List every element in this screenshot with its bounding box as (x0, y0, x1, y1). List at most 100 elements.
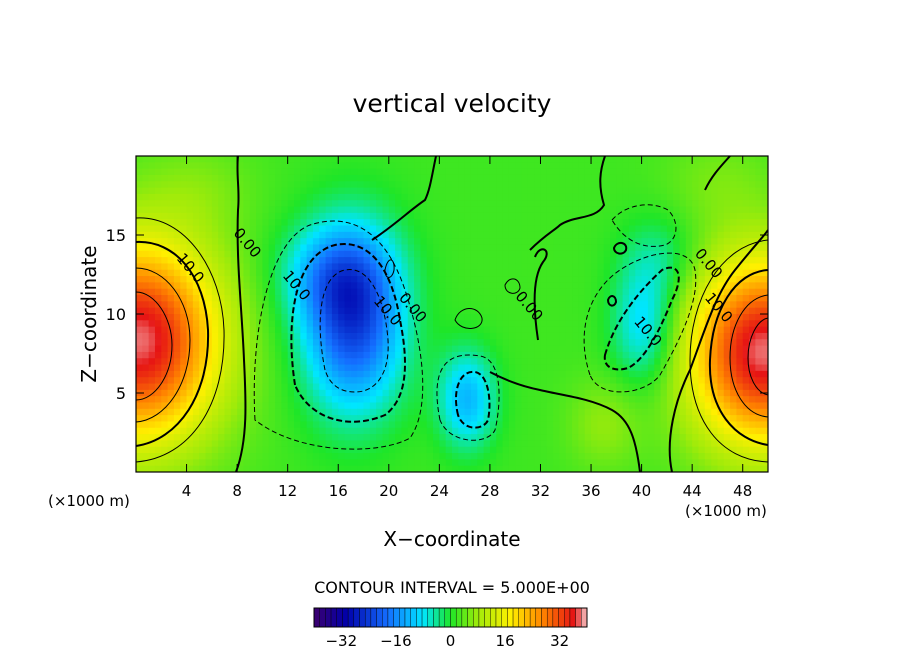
heatmap-cell (262, 295, 270, 302)
heatmap-cell (243, 408, 251, 416)
heatmap-cell (761, 402, 768, 410)
heatmap-cell (249, 421, 257, 429)
heatmap-cell (603, 351, 611, 359)
heatmap-cell (578, 345, 586, 353)
heatmap-cell (281, 396, 289, 404)
heatmap-cell (673, 174, 681, 182)
heatmap-cell (654, 314, 662, 321)
heatmap-cell (540, 307, 548, 315)
heatmap-cell (477, 206, 485, 214)
heatmap-cell (287, 174, 295, 182)
heatmap-cell (262, 250, 270, 258)
heatmap-cell (527, 200, 535, 208)
heatmap-cell (376, 396, 384, 404)
heatmap-cell (186, 193, 194, 201)
heatmap-cell (749, 238, 756, 246)
heatmap-cell (723, 345, 731, 353)
heatmap-cell (591, 332, 598, 340)
heatmap-cell (167, 187, 175, 195)
heatmap-cell (717, 389, 725, 397)
heatmap-cell (685, 358, 693, 366)
heatmap-cell (230, 326, 238, 334)
heatmap-cell (186, 168, 194, 176)
heatmap-cell (407, 263, 415, 271)
heatmap-cell (742, 212, 750, 220)
heatmap-cell (704, 446, 712, 454)
heatmap-cell (711, 307, 719, 315)
heatmap-cell (376, 415, 384, 423)
heatmap-cell (616, 257, 624, 265)
heatmap-cell (306, 326, 314, 334)
heatmap-cell (591, 187, 598, 195)
heatmap-cell (325, 465, 333, 472)
heatmap-cell (660, 276, 668, 283)
heatmap-cell (508, 282, 516, 290)
heatmap-cell (464, 427, 472, 435)
heatmap-cell (496, 364, 504, 372)
heatmap-cell (388, 434, 396, 441)
heatmap-cell (622, 434, 630, 441)
heatmap-cell (268, 156, 276, 163)
heatmap-cell (489, 427, 497, 435)
heatmap-cell (136, 162, 143, 170)
heatmap-cell (376, 244, 384, 252)
heatmap-cell (502, 219, 510, 227)
heatmap-cell (388, 370, 396, 378)
heatmap-cell (237, 396, 245, 404)
heatmap-cell (388, 250, 396, 258)
heatmap-cell (622, 295, 630, 302)
heatmap-cell (136, 295, 143, 302)
heatmap-cell (401, 257, 409, 265)
heatmap-cell (584, 231, 592, 239)
heatmap-cell (401, 301, 409, 309)
heatmap-cell (344, 440, 352, 448)
heatmap-cell (597, 250, 605, 258)
heatmap-cell (224, 345, 232, 353)
heatmap-cell (407, 156, 415, 163)
heatmap-cell (679, 351, 687, 359)
heatmap-cell (154, 295, 162, 302)
heatmap-cell (249, 231, 257, 239)
heatmap-cell (534, 383, 542, 391)
heatmap-cell (527, 421, 535, 429)
heatmap-cell (673, 257, 681, 265)
heatmap-cell (205, 377, 213, 385)
heatmap-cell (635, 383, 643, 391)
heatmap-cell (395, 389, 403, 397)
heatmap-cell (237, 219, 245, 227)
heatmap-cell (660, 421, 668, 429)
heatmap-cell (294, 427, 301, 435)
heatmap-cell (186, 314, 194, 321)
heatmap-cell (521, 320, 529, 328)
heatmap-cell (603, 415, 611, 423)
heatmap-cell (458, 326, 466, 334)
heatmap-cell (439, 339, 447, 347)
heatmap-cell (319, 174, 327, 182)
heatmap-cell (685, 320, 693, 328)
heatmap-cell (711, 200, 719, 208)
heatmap-cell (420, 314, 428, 321)
heatmap-cell (711, 244, 719, 252)
heatmap-cell (666, 326, 674, 334)
heatmap-cell (401, 168, 409, 176)
heatmap-cell (167, 162, 175, 170)
heatmap-cell (458, 358, 466, 366)
heatmap-cell (591, 396, 598, 404)
heatmap-cell (591, 377, 598, 385)
heatmap-cell (376, 181, 384, 189)
heatmap-cell (167, 434, 175, 441)
heatmap-cell (515, 351, 523, 359)
heatmap-cell (142, 421, 150, 429)
heatmap-cell (287, 244, 295, 252)
heatmap-cell (521, 326, 529, 334)
heatmap-cell (635, 332, 643, 340)
heatmap-cell (230, 370, 238, 378)
heatmap-cell (256, 295, 263, 302)
heatmap-cell (483, 225, 491, 233)
heatmap-cell (597, 364, 605, 372)
heatmap-cell (527, 231, 535, 239)
heatmap-cell (325, 389, 333, 397)
heatmap-cell (679, 231, 687, 239)
heatmap-cell (458, 389, 466, 397)
heatmap-cell (243, 307, 251, 315)
